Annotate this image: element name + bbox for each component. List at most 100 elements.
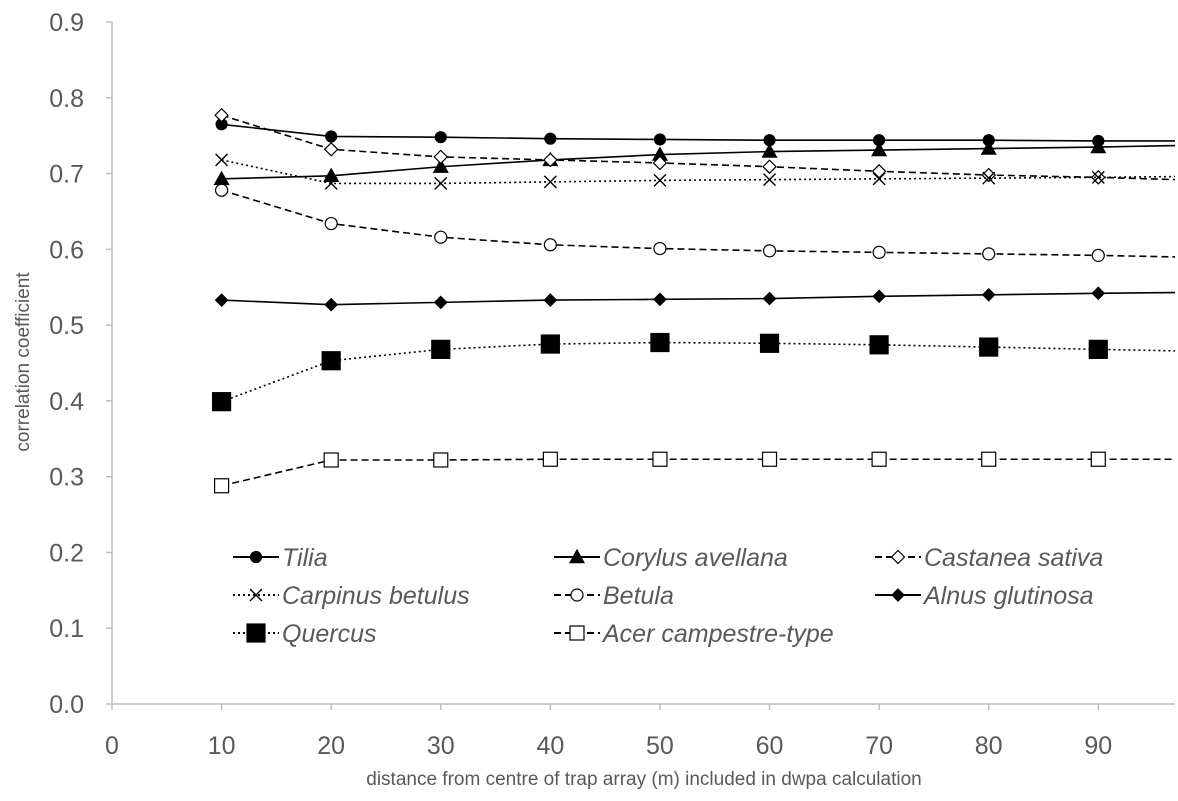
data-point [982,247,996,261]
x-tick-label: 0 [105,732,119,760]
legend-marker [249,550,263,564]
series-quercus [211,332,1176,412]
legend-item: Acer campestre-type [554,620,834,648]
data-point [214,183,229,197]
y-tick-label: 0.4 [49,388,84,416]
legend-marker [246,623,266,643]
data-point [434,176,448,190]
data-point [1090,451,1106,467]
legend-item: Tilia [233,544,328,572]
x-tick-label: 90 [1084,732,1112,760]
legend-item: Betula [554,582,674,610]
y-tick-label: 0.5 [49,312,84,340]
data-point [1091,248,1105,262]
data-point [433,452,449,468]
x-tick-label: 50 [646,732,674,760]
data-point [324,176,338,190]
data-point [542,451,558,467]
series-line [221,341,1176,403]
data-point [653,292,667,307]
y-tick-label: 0.0 [49,691,84,719]
series-castanea-sativa [214,107,1176,185]
data-point [434,230,448,244]
y-tick-label: 0.6 [49,236,84,264]
series-line [221,123,1175,142]
legend-item: Quercus [233,620,376,648]
data-point [759,333,780,353]
legend-label: Corylus avellana [603,544,788,572]
legend-item: Corylus avellana [554,544,788,572]
data-point [871,163,887,179]
data-point [762,159,777,175]
y-axis-title: correlation coefficient [13,272,34,452]
legend-marker [249,588,263,602]
x-tick-label: 10 [208,732,236,760]
data-point [871,451,887,467]
data-point [213,478,230,494]
data-point [979,337,999,357]
x-tick-label: 70 [865,732,893,760]
series-line [221,189,1176,258]
data-point [980,140,997,155]
legend-label: Quercus [282,620,376,648]
data-point [982,171,996,185]
data-point [652,451,668,467]
data-point [650,332,670,353]
data-point [325,130,338,143]
x-tick-label: 40 [536,732,564,760]
y-tick-label: 0.8 [49,85,84,113]
legend-item: Alnus glutinosa [875,582,1094,610]
data-point [762,291,777,306]
series-alnus-glutinosa [214,286,1176,312]
legend-label: Carpinus betulus [282,582,470,610]
legend-item: Castanea sativa [875,544,1103,572]
series-carpinus-betulus [215,153,1176,190]
data-point [543,238,557,252]
legend-label: Castanea sativa [924,544,1103,572]
data-point [543,293,558,307]
data-point [872,245,886,259]
legend-marker [569,625,585,641]
data-point [652,155,668,171]
y-tick-label: 0.1 [49,615,84,643]
data-point [981,167,997,183]
data-point [871,141,888,157]
legend-marker [891,588,905,602]
series-layer [211,107,1176,494]
y-tick-label: 0.7 [49,161,84,189]
data-point [211,392,232,412]
data-point [761,143,778,158]
data-point [763,173,777,187]
data-point [434,131,447,144]
series-line [221,144,1176,180]
legend: Tilia Corylus avellana Castanea sativa Carp… [233,544,1103,648]
y-tick-label: 0.3 [49,464,84,492]
data-point [981,287,996,302]
data-point [762,244,777,258]
data-point [1091,170,1105,184]
series-line [221,159,1176,185]
data-point [872,172,886,186]
data-point [433,149,449,165]
data-point [215,153,229,167]
data-point [653,173,667,187]
x-axis-title: distance from centre of trap array (m) i… [366,769,921,790]
data-point [214,107,229,123]
axes: 0.0 0.1 0.2 0.3 0.4 0.5 0.6 0.7 0.8 0.9 0 10 20 30 40 5… [49,9,1175,760]
data-point [981,451,997,467]
series-acer-campestre-type [213,451,1175,494]
legend-marker [570,588,584,602]
series-betula [214,183,1176,262]
legend-label: Acer campestre-type [601,620,834,648]
x-tick-label: 20 [317,732,345,760]
data-point [543,152,558,168]
data-point [432,158,449,173]
data-point [543,175,557,189]
series-tilia [215,118,1175,148]
data-point [324,216,338,231]
data-point [1091,286,1106,301]
y-tick-label: 0.2 [49,539,84,567]
series-line [221,291,1176,306]
legend-marker [568,548,586,564]
